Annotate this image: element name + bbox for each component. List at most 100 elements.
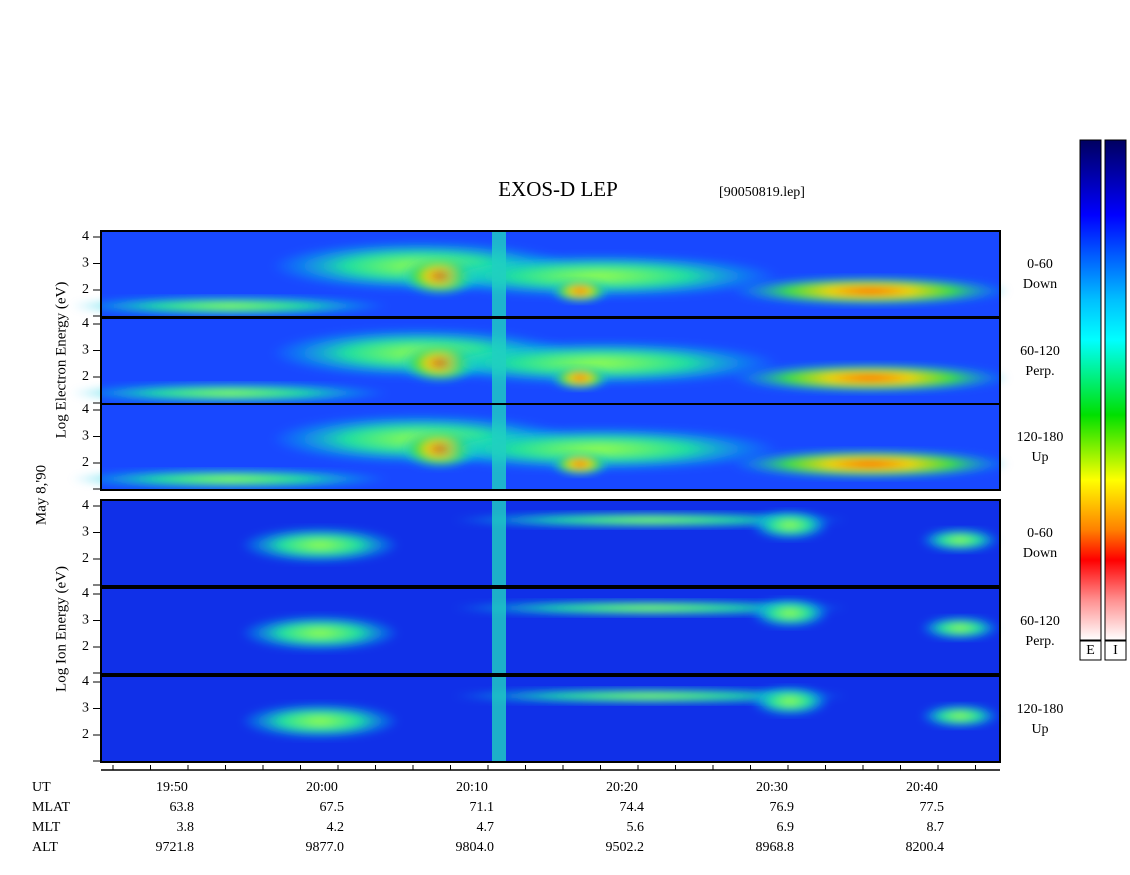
energy-tick-label: 4 (82, 674, 89, 689)
ephemeris-value: 6.9 (777, 820, 795, 835)
ephemeris-value: 9877.0 (306, 840, 345, 855)
energy-tick-label: 2 (82, 727, 89, 742)
panel-frame (100, 499, 1001, 587)
spectrum-feature (550, 452, 610, 476)
panel-angle: 0-60 (1027, 526, 1053, 541)
ephemeris-value: 9502.2 (606, 840, 645, 855)
panel-direction: Down (1023, 546, 1057, 561)
file-name: [90050819.lep] (719, 185, 805, 200)
colorbar (1079, 139, 1102, 641)
energy-tick-label: 4 (82, 229, 89, 244)
spectrum-feature (240, 703, 400, 739)
ephemeris-value: 20:30 (756, 780, 788, 795)
spectrum-feature (730, 449, 1010, 479)
ephemeris-value: 19:50 (156, 780, 188, 795)
spectrum-feature (70, 383, 390, 403)
energy-tick-label: 4 (82, 586, 89, 601)
energy-tick-label: 3 (82, 343, 89, 358)
spectrogram-panel (100, 587, 1001, 675)
title: EXOS-D LEP (498, 177, 618, 201)
ephemeris-value: 20:20 (606, 780, 638, 795)
ephemeris-value: 20:40 (906, 780, 938, 795)
ephemeris-value: 71.1 (470, 800, 495, 815)
panel-direction: Up (1031, 450, 1048, 465)
ephemeris-value: 76.9 (770, 800, 795, 815)
ephemeris-value: 5.6 (627, 820, 645, 835)
energy-tick-label: 2 (82, 639, 89, 654)
ephemeris-value: 20:10 (456, 780, 488, 795)
ephemeris-value: 8200.4 (906, 840, 945, 855)
ephemeris-label: MLT (32, 820, 61, 835)
date-label: May 8,'90 (33, 465, 49, 525)
ephemeris-label: MLAT (32, 800, 71, 815)
ephemeris-value: 9721.8 (156, 840, 195, 855)
spectrogram-panel (70, 317, 1010, 405)
ephemeris-value: 9804.0 (456, 840, 495, 855)
spectrum-feature (450, 688, 850, 704)
ephemeris-value: 3.8 (177, 820, 195, 835)
panel-angle: 0-60 (1027, 257, 1053, 272)
colorbar (1104, 139, 1127, 641)
spectrum-feature (730, 363, 1010, 393)
spin-artifact (492, 318, 506, 404)
spectrum-feature (70, 296, 390, 316)
ephemeris-value: 8968.8 (756, 840, 795, 855)
spectrogram-panel (100, 499, 1001, 587)
ephemeris-value: 4.2 (327, 820, 345, 835)
group-label: Log Electron Energy (eV) (53, 282, 69, 439)
colorbar-label-box (1104, 640, 1127, 661)
ephemeris-label: UT (32, 780, 51, 795)
ephemeris-value: 20:00 (306, 780, 338, 795)
spectrum-feature (920, 616, 1000, 640)
energy-tick-label: 2 (82, 282, 89, 297)
spin-artifact (492, 404, 506, 490)
energy-tick-label: 3 (82, 613, 89, 628)
spectrum-feature (750, 686, 830, 716)
spin-artifact (492, 500, 506, 586)
spectrum-feature (70, 469, 390, 489)
ephemeris-value: 63.8 (170, 800, 195, 815)
colorbar-label: I (1113, 643, 1118, 658)
energy-tick-label: 3 (82, 701, 89, 716)
spin-artifact (492, 676, 506, 762)
spectrum-feature (420, 254, 780, 298)
panel-frame (100, 403, 1001, 491)
spectrum-feature (450, 600, 850, 616)
ephemeris-value: 8.7 (927, 820, 945, 835)
energy-tick-label: 4 (82, 316, 89, 331)
energy-tick-label: 3 (82, 525, 89, 540)
spectrogram-panel (100, 675, 1001, 763)
panel-angle: 60-120 (1020, 344, 1060, 359)
spectrum-feature (240, 527, 400, 563)
energy-tick-label: 3 (82, 256, 89, 271)
group-label: Log Ion Energy (eV) (53, 566, 69, 692)
spectrogram-panel (70, 403, 1010, 491)
energy-tick-label: 3 (82, 429, 89, 444)
panel-background (101, 676, 1000, 762)
panel-direction: Up (1031, 722, 1048, 737)
ephemeris-value: 74.4 (620, 800, 645, 815)
panel-frame (100, 587, 1001, 675)
energy-tick-label: 2 (82, 551, 89, 566)
panel-background (101, 588, 1000, 674)
energy-tick-label: 4 (82, 402, 89, 417)
spin-artifact (492, 588, 506, 674)
panel-angle: 120-180 (1017, 430, 1064, 445)
spectrum-feature (730, 276, 1010, 306)
panel-background (101, 500, 1000, 586)
colorbar-label-box (1079, 640, 1102, 661)
ephemeris-label: ALT (32, 840, 58, 855)
panel-angle: 120-180 (1017, 702, 1064, 717)
ephemeris-value: 67.5 (320, 800, 345, 815)
ephemeris-value: 77.5 (920, 800, 945, 815)
spectrum-feature (550, 366, 610, 390)
spectrum-feature (550, 279, 610, 303)
energy-tick-label: 2 (82, 455, 89, 470)
panel-angle: 60-120 (1020, 614, 1060, 629)
colorbar-label: E (1086, 643, 1095, 658)
panel-frame (100, 675, 1001, 763)
energy-tick-label: 2 (82, 369, 89, 384)
spectrogram-panel (70, 230, 1010, 318)
spectrum-feature (920, 528, 1000, 552)
